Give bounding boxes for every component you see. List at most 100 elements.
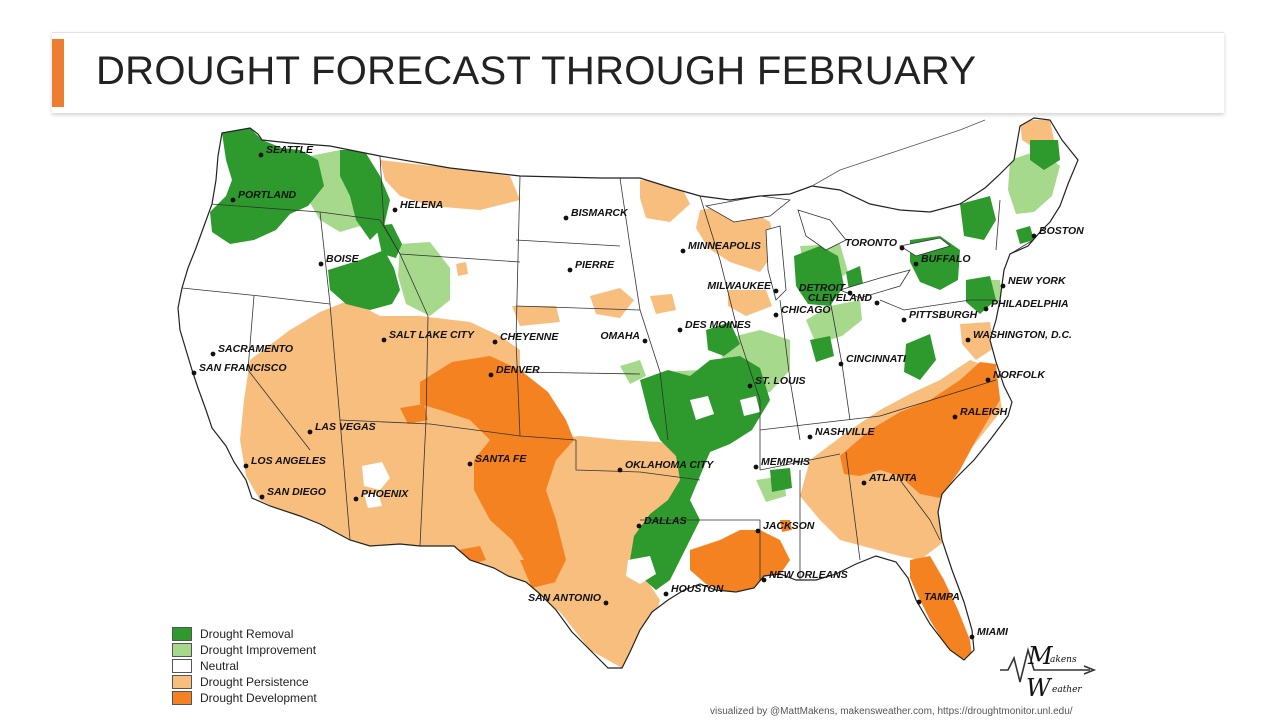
state-borders: [181, 155, 1041, 580]
city-dot-raleigh: [952, 414, 958, 420]
city-label-miami: MIAMI: [977, 626, 1009, 638]
city-dot-washington-d-c: [965, 337, 971, 343]
city-dot-pierre: [567, 267, 573, 273]
legend-label: Drought Removal: [200, 627, 294, 641]
logo-line2: eather: [1052, 685, 1082, 695]
city-label-phoenix: PHOENIX: [361, 488, 409, 500]
city-label-pierre: PIERRE: [575, 259, 615, 271]
city-label-st-louis: ST. LOUIS: [755, 375, 806, 387]
city-label-los-angeles: LOS ANGELES: [251, 455, 326, 467]
city-label-san-diego: SAN DIEGO: [267, 486, 326, 498]
city-label-buffalo: BUFFALO: [921, 253, 971, 265]
legend-item-drought-improvement: Drought Improvement: [172, 642, 317, 658]
city-label-detroit: DETROIT: [799, 282, 847, 294]
legend-item-drought-development: Drought Development: [172, 690, 317, 706]
city-label-toronto: TORONTO: [845, 237, 897, 249]
city-label-nashville: NASHVILLE: [815, 426, 876, 438]
city-dot-norfolk: [985, 377, 991, 383]
city-label-atlanta: ATLANTA: [868, 472, 917, 484]
city-dot-san-francisco: [191, 370, 197, 376]
city-dot-cheyenne: [492, 339, 498, 345]
city-label-cheyenne: CHEYENNE: [500, 331, 559, 343]
city-dot-sacramento: [210, 351, 216, 357]
city-dot-oklahoma-city: [617, 467, 623, 473]
city-label-denver: DENVER: [496, 364, 540, 376]
city-dot-boston: [1031, 233, 1037, 239]
legend-label: Drought Improvement: [200, 643, 317, 657]
city-label-helena: HELENA: [400, 199, 443, 211]
city-dot-san-antonio: [603, 600, 609, 606]
city-label-philadelphia: PHILADELPHIA: [991, 298, 1069, 310]
city-dot-dallas: [636, 523, 642, 529]
city-label-cleveland: CLEVELAND: [808, 292, 873, 304]
city-label-chicago: CHICAGO: [781, 304, 831, 316]
city-label-memphis: MEMPHIS: [761, 456, 810, 468]
city-dot-new-york: [1000, 283, 1006, 289]
city-dot-jackson: [755, 528, 761, 534]
slide-title: DROUGHT FORECAST THROUGH FEBRUARY: [96, 49, 977, 93]
city-label-salt-lake-city: SALT LAKE CITY: [389, 329, 475, 341]
city-label-boise: BOISE: [326, 253, 360, 265]
city-label-new-york: NEW YORK: [1008, 275, 1067, 287]
logo-line1: akens: [1050, 655, 1077, 665]
city-markers: SEATTLE PORTLAND HELENA BISMARCK MINNEAPOLIS…: [191, 144, 1084, 640]
city-label-san-francisco: SAN FRANCISCO: [199, 362, 287, 374]
city-dot-portland: [230, 197, 236, 203]
city-label-jackson: JACKSON: [763, 520, 815, 532]
slide-title-bar: DROUGHT FORECAST THROUGH FEBRUARY: [52, 32, 1224, 113]
city-dot-tampa: [916, 599, 922, 605]
city-dot-santa-fe: [467, 461, 473, 467]
city-dot-helena: [392, 207, 398, 213]
legend-item-drought-persistence: Drought Persistence: [172, 674, 317, 690]
city-dot-houston: [663, 591, 669, 597]
legend-label: Drought Development: [200, 691, 317, 705]
city-dot-boise: [318, 261, 324, 267]
city-label-milwaukee: MILWAUKEE: [707, 280, 772, 292]
city-dot-nashville: [807, 434, 813, 440]
city-label-boston: BOSTON: [1039, 225, 1084, 237]
city-dot-des-moines: [677, 327, 683, 333]
legend-label: Neutral: [200, 659, 239, 673]
drought-development-regions: [400, 356, 1000, 660]
city-label-tampa: TAMPA: [924, 591, 960, 603]
neutral-pockets: [362, 396, 760, 584]
city-label-santa-fe: SANTA FE: [475, 453, 527, 465]
city-label-dallas: DALLAS: [644, 515, 687, 527]
legend-swatch-development: [172, 691, 192, 705]
city-label-washington-d-c: WASHINGTON, D.C.: [973, 329, 1072, 341]
city-dot-new-orleans: [761, 577, 767, 583]
city-label-new-orleans: NEW ORLEANS: [769, 569, 848, 581]
us-outline: [177, 117, 1079, 669]
city-dot-denver: [488, 372, 494, 378]
city-label-cincinnati: CINCINNATI: [846, 353, 907, 365]
svg-text:W: W: [1026, 674, 1053, 702]
makens-weather-logo: M akens W eather: [1000, 642, 1097, 702]
city-dot-detroit: [847, 290, 853, 296]
svg-text:M: M: [1027, 642, 1054, 670]
legend-item-neutral: Neutral: [172, 658, 317, 674]
source-credit: visualized by @MattMakens, makensweather…: [710, 706, 1073, 717]
legend-swatch-neutral: [172, 659, 192, 673]
city-label-portland: PORTLAND: [238, 189, 297, 201]
city-dot-san-diego: [259, 494, 265, 500]
city-dot-minneapolis: [680, 248, 686, 254]
city-dot-miami: [969, 634, 975, 640]
city-dot-philadelphia: [983, 306, 989, 312]
legend-swatch-removal: [172, 627, 192, 641]
legend-item-drought-removal: Drought Removal: [172, 626, 317, 642]
city-label-raleigh: RALEIGH: [960, 406, 1008, 418]
city-dot-los-angeles: [243, 463, 249, 469]
city-dot-pittsburgh: [901, 317, 907, 323]
city-dot-omaha: [642, 338, 648, 344]
city-label-pittsburgh: PITTSBURGH: [909, 309, 978, 321]
city-label-bismarck: BISMARCK: [571, 207, 629, 219]
city-dot-st-louis: [747, 383, 753, 389]
legend-label: Drought Persistence: [200, 675, 309, 689]
city-dot-toronto: [899, 245, 905, 251]
city-dot-cleveland: [874, 300, 880, 306]
city-label-san-antonio: SAN ANTONIO: [528, 592, 601, 604]
city-label-seattle: SEATTLE: [266, 144, 314, 156]
city-label-minneapolis: MINNEAPOLIS: [688, 240, 761, 252]
city-dot-salt-lake-city: [381, 337, 387, 343]
